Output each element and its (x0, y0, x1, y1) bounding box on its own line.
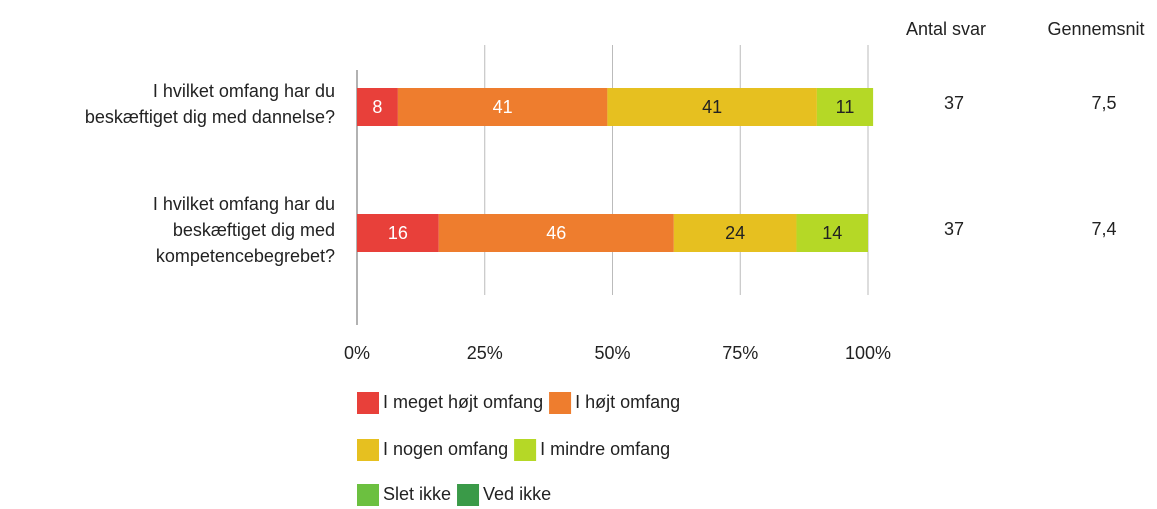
data-label: 41 (493, 97, 513, 117)
data-label: 8 (372, 97, 382, 117)
bar-segment (438, 214, 674, 252)
legend-swatch (549, 392, 572, 414)
legend-label: Slet ikke (383, 484, 451, 504)
x-tick-label: 75% (722, 343, 758, 363)
legend-label: Ved ikke (483, 484, 551, 504)
column-value: 37 (944, 93, 964, 113)
column-value: 7,5 (1091, 93, 1116, 113)
bar-segment (397, 88, 608, 126)
column-header: Antal svar (906, 19, 986, 39)
data-label: 24 (725, 223, 745, 243)
bar-segment (357, 214, 439, 252)
legend-swatch (357, 439, 379, 461)
category-label: I hvilket omfang har du (153, 81, 335, 101)
column-value: 7,4 (1091, 219, 1116, 239)
x-tick-label: 25% (467, 343, 503, 363)
category-label: beskæftiget dig med (173, 220, 335, 240)
x-tick-label: 0% (344, 343, 370, 363)
column-header: Gennemsnit (1047, 19, 1144, 39)
data-label: 16 (388, 223, 408, 243)
bar-segment (673, 214, 797, 252)
category-label: beskæftiget dig med dannelse? (85, 107, 335, 127)
legend-label: I nogen omfang (383, 439, 508, 459)
legend-swatch (514, 439, 537, 461)
legend-swatch (357, 392, 379, 414)
legend-label: I højt omfang (575, 392, 680, 412)
data-label: 14 (822, 223, 842, 243)
data-label: 41 (702, 97, 722, 117)
legend-label: I mindre omfang (540, 439, 670, 459)
category-label: kompetencebegrebet? (156, 246, 335, 266)
bar-segment (357, 88, 398, 126)
data-label: 11 (836, 97, 855, 117)
legend-swatch (357, 484, 379, 506)
bar-segment (607, 88, 817, 126)
data-label: 46 (546, 223, 566, 243)
bar-segment (816, 88, 874, 126)
x-tick-label: 50% (594, 343, 630, 363)
x-tick-label: 100% (845, 343, 891, 363)
bar-segment (796, 214, 868, 252)
column-value: 37 (944, 219, 964, 239)
legend-swatch (457, 484, 480, 506)
legend-label: I meget højt omfang (383, 392, 543, 412)
category-label: I hvilket omfang har du (153, 194, 335, 214)
